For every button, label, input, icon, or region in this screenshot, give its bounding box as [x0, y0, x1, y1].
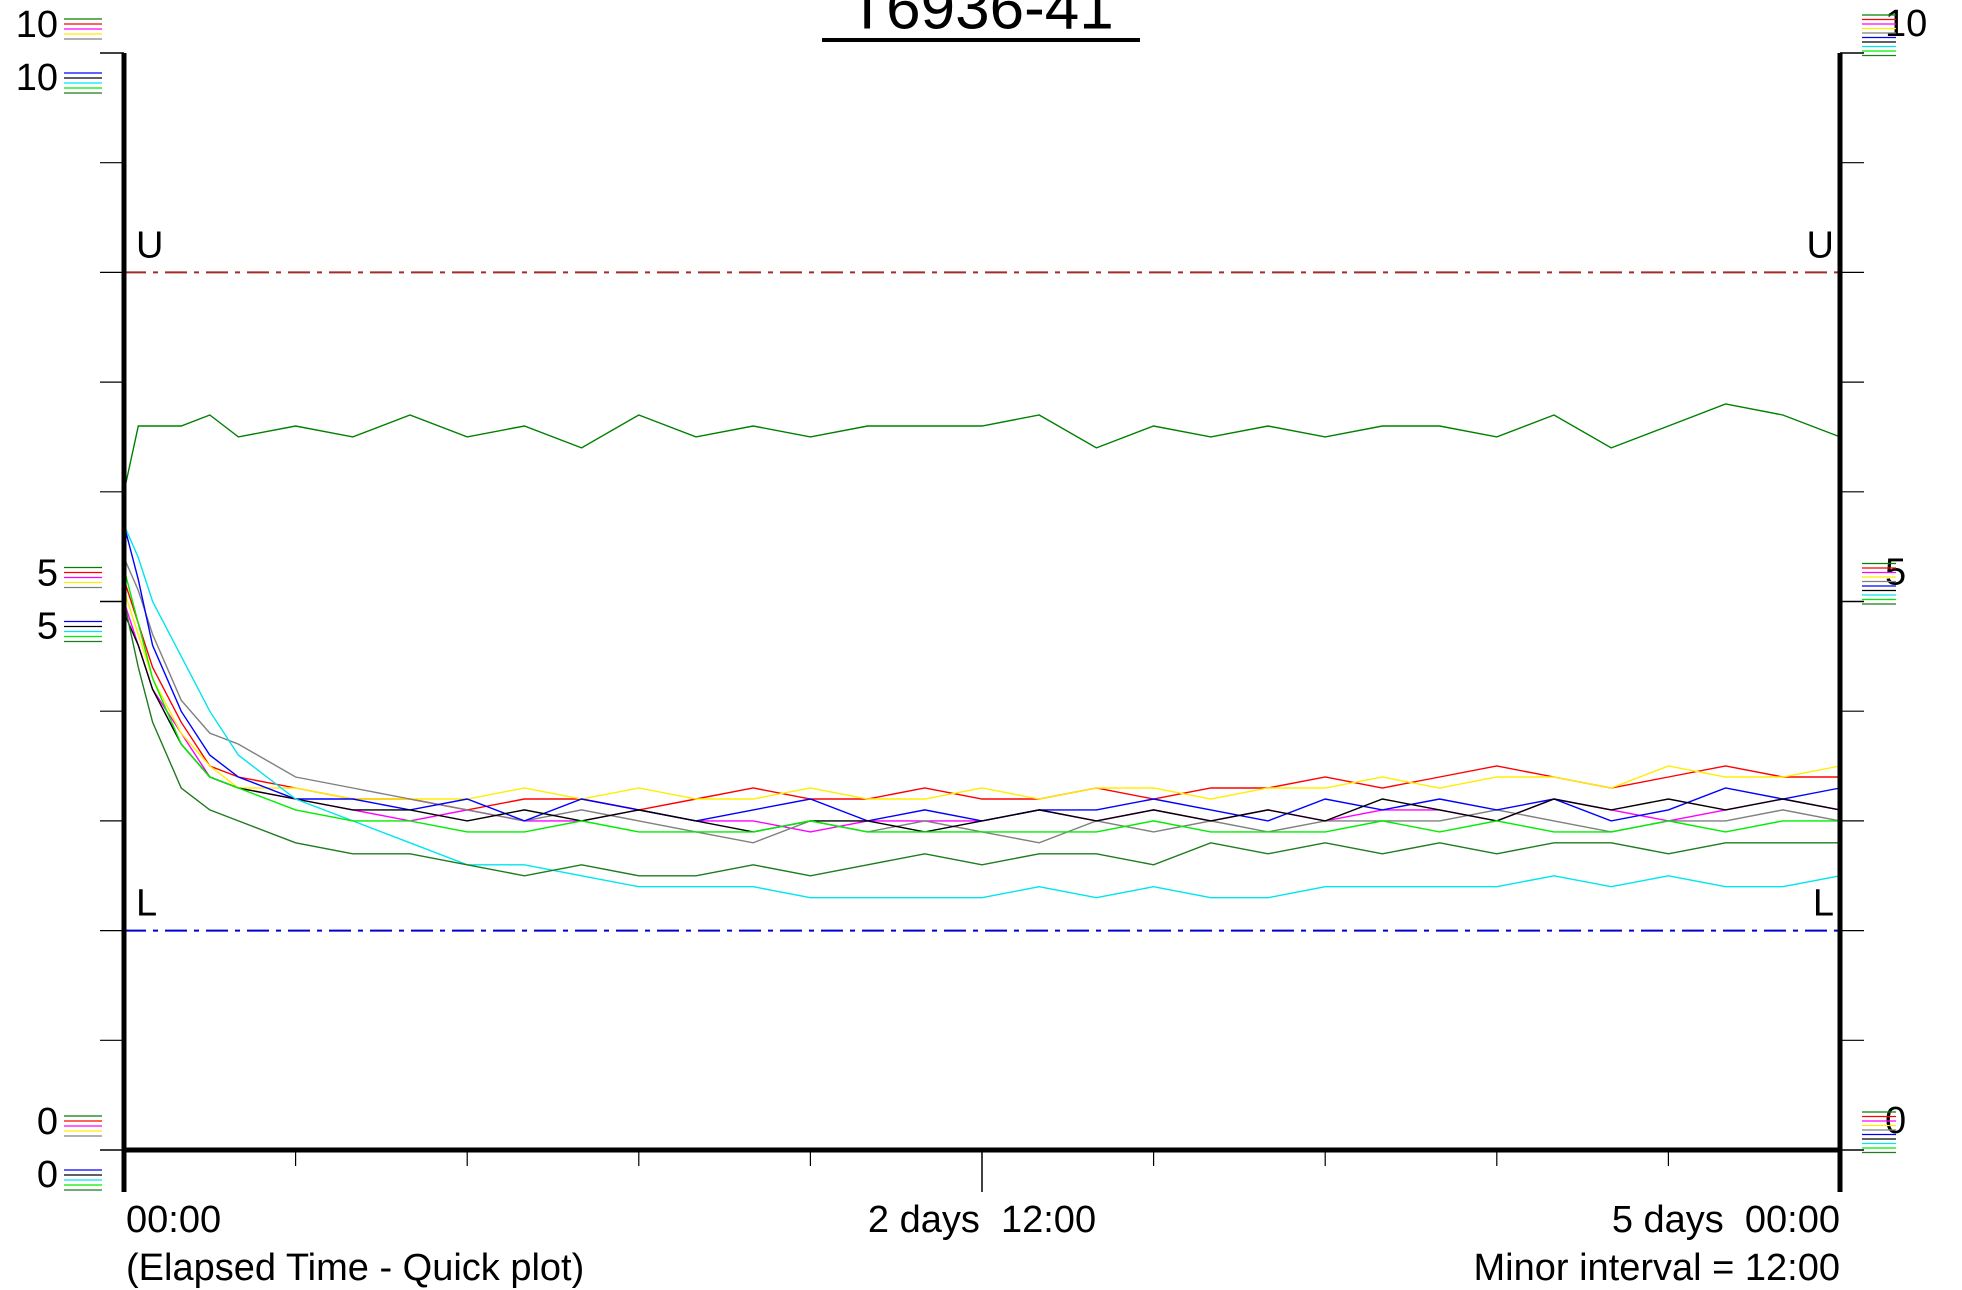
limit-label: L: [1813, 883, 1834, 925]
series-line: [123, 568, 1840, 833]
y-tick-label: 0: [37, 1101, 58, 1143]
limit-label: L: [136, 883, 157, 925]
x-tick-label: 5 days 00:00: [1612, 1199, 1840, 1241]
x-axis-label: (Elapsed Time - Quick plot): [126, 1247, 584, 1289]
series-line: [123, 524, 1841, 822]
series-line: [123, 403, 1841, 492]
series-line: [123, 557, 1841, 844]
series-line: [123, 590, 1841, 800]
x-tick-label: 2 days 12:00: [868, 1199, 1096, 1241]
series-line: [123, 524, 1841, 899]
limit-label: U: [1807, 224, 1834, 266]
y-tick-label: 0: [37, 1154, 58, 1196]
minor-interval-note: Minor interval = 12:00: [1474, 1247, 1840, 1289]
limit-label: U: [136, 224, 163, 266]
y-tick-label: 10: [16, 57, 58, 99]
y-tick-label: 10: [16, 4, 58, 46]
x-tick-label: 00:00: [126, 1199, 221, 1241]
y-tick-label: 5: [37, 606, 58, 648]
series-line: [123, 601, 1841, 833]
y-tick-label: 5: [37, 553, 58, 595]
chart-title: T6936-41: [848, 0, 1113, 42]
series-line: [123, 612, 1841, 833]
series-line: [123, 579, 1840, 811]
series-line: [123, 601, 1840, 877]
